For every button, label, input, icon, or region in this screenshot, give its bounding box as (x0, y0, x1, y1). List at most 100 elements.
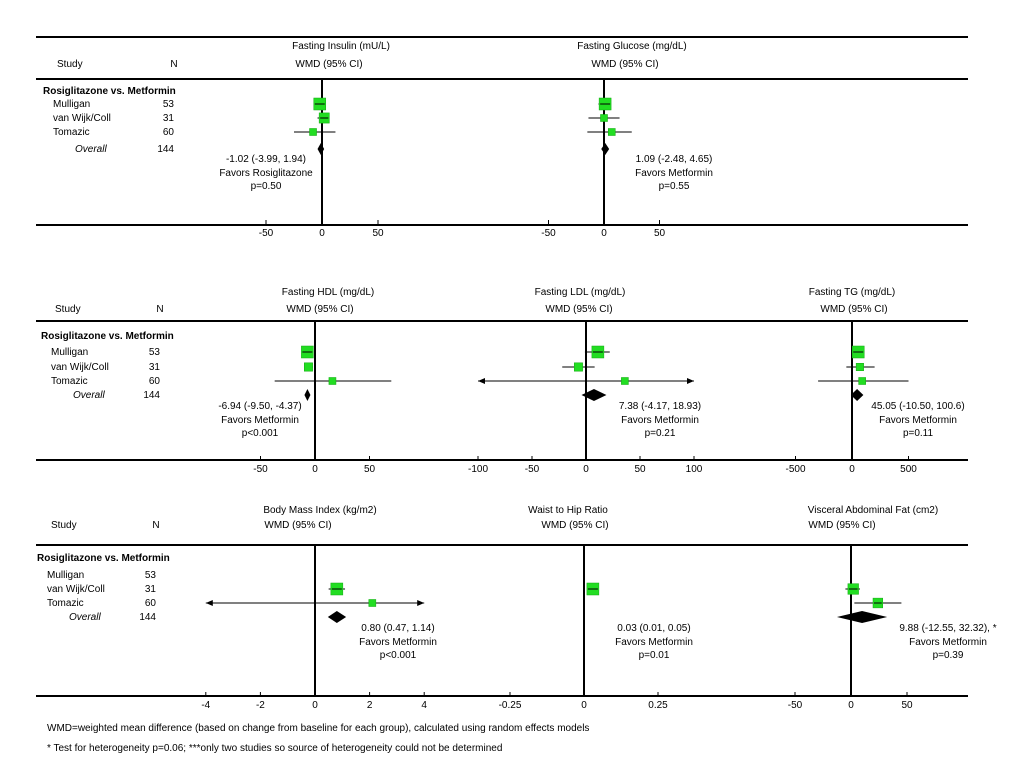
panel-title: Visceral Abdominal Fat (cm2) (808, 505, 938, 516)
study-weight-square (858, 377, 866, 385)
tick-label: 0 (849, 464, 855, 475)
overall-diamond (836, 611, 888, 623)
tick-label: 0 (601, 228, 607, 239)
study-label: Tomazic (53, 127, 90, 138)
overall-n: 144 (143, 390, 160, 401)
summary-estimate: 45.05 (-10.50, 100.6) (871, 401, 964, 412)
tick-label: 50 (372, 228, 384, 239)
ci-arrow-left (478, 378, 485, 384)
ci-arrow-right (417, 600, 425, 606)
study-label: Tomazic (51, 376, 88, 387)
study-label: Mulligan (51, 347, 88, 358)
panel-subtitle: WMD (95% CI) (541, 520, 608, 531)
footnote-wmd: WMD=weighted mean difference (based on c… (47, 723, 590, 734)
summary-favors: Favors Metformin (621, 415, 699, 426)
overall-label: Overall (73, 390, 105, 401)
tick-label: -50 (253, 464, 268, 475)
study-weight-square (600, 114, 608, 122)
summary-estimate: -6.94 (-9.50, -4.37) (218, 401, 301, 412)
study-label: Mulligan (47, 570, 84, 581)
panel-title: Body Mass Index (kg/m2) (263, 505, 376, 516)
overall-n: 144 (157, 144, 174, 155)
comparison-label: Rosiglitazone vs. Metformin (41, 331, 174, 342)
column-header-n: N (170, 59, 177, 70)
summary-favors: Favors Metformin (615, 637, 693, 648)
footnote-heterogeneity: * Test for heterogeneity p=0.06; ***only… (47, 743, 503, 754)
tick-label: -50 (541, 228, 556, 239)
tick-label: 0 (583, 464, 589, 475)
tick-label: 2 (367, 700, 373, 711)
summary-favors: Favors Metformin (879, 415, 957, 426)
summary-p-value: p<0.001 (242, 428, 279, 439)
column-header-study: Study (57, 59, 83, 70)
overall-label: Overall (69, 612, 101, 623)
overall-diamond (304, 389, 311, 401)
panel-subtitle: WMD (95% CI) (295, 59, 362, 70)
summary-p-value: p=0.50 (251, 181, 282, 192)
summary-p-value: p=0.11 (903, 428, 934, 439)
study-label: van Wijk/Coll (47, 584, 105, 595)
tick-label: -0.25 (499, 700, 522, 711)
panel-title: Fasting TG (mg/dL) (809, 287, 896, 298)
summary-estimate: 9.88 (-12.55, 32.32), * (899, 623, 996, 634)
tick-label: 50 (654, 228, 666, 239)
summary-p-value: p=0.21 (645, 428, 676, 439)
study-weight-square (328, 377, 337, 385)
study-n: 31 (149, 362, 161, 373)
tick-label: 500 (900, 464, 917, 475)
column-header-n: N (152, 520, 159, 531)
summary-favors: Favors Metformin (359, 637, 437, 648)
tick-label: 0 (319, 228, 325, 239)
summary-estimate: 1.09 (-2.48, 4.65) (636, 154, 713, 165)
panel-title: Waist to Hip Ratio (528, 505, 608, 516)
column-header-n: N (156, 304, 163, 315)
summary-favors: Favors Metformin (221, 415, 299, 426)
summary-favors: Favors Metformin (909, 637, 987, 648)
tick-label: 4 (421, 700, 427, 711)
study-label: Mulligan (53, 99, 90, 110)
column-header-study: Study (55, 304, 81, 315)
panel-title: Fasting LDL (mg/dL) (535, 287, 626, 298)
ci-arrow-right (687, 378, 694, 384)
overall-diamond (850, 389, 864, 401)
study-weight-square (621, 377, 629, 385)
tick-label: -50 (259, 228, 274, 239)
study-label: van Wijk/Coll (51, 362, 109, 373)
panel-subtitle: WMD (95% CI) (808, 520, 875, 531)
panel-title: Fasting Glucose (mg/dL) (577, 41, 687, 52)
tick-label: 50 (634, 464, 646, 475)
study-label: van Wijk/Coll (53, 113, 111, 124)
tick-label: -2 (256, 700, 265, 711)
tick-label: -4 (201, 700, 210, 711)
study-weight-square (855, 363, 864, 371)
tick-label: 0 (312, 700, 318, 711)
tick-label: 0 (312, 464, 318, 475)
comparison-label: Rosiglitazone vs. Metformin (43, 86, 176, 97)
overall-label: Overall (75, 144, 107, 155)
summary-p-value: p=0.39 (933, 650, 964, 661)
summary-estimate: 0.03 (0.01, 0.05) (617, 623, 690, 634)
study-n: 31 (145, 584, 157, 595)
study-n: 60 (149, 376, 161, 387)
tick-label: 100 (686, 464, 703, 475)
panel-subtitle: WMD (95% CI) (820, 304, 887, 315)
overall-diamond (317, 143, 325, 155)
overall-n: 144 (139, 612, 156, 623)
panel-title: Fasting HDL (mg/dL) (282, 287, 374, 298)
tick-label: 0 (581, 700, 587, 711)
study-n: 53 (149, 347, 161, 358)
tick-label: 50 (901, 700, 913, 711)
panel-title: Fasting Insulin (mU/L) (292, 41, 390, 52)
panel-subtitle: WMD (95% CI) (286, 304, 353, 315)
overall-diamond (581, 389, 607, 401)
summary-estimate: 0.80 (0.47, 1.14) (361, 623, 434, 634)
study-weight-square (607, 128, 616, 136)
summary-p-value: p<0.001 (380, 650, 417, 661)
summary-p-value: p=0.55 (659, 181, 690, 192)
study-n: 53 (163, 99, 175, 110)
study-n: 53 (145, 570, 157, 581)
summary-favors: Favors Rosiglitazone (219, 168, 313, 179)
panel-subtitle: WMD (95% CI) (591, 59, 658, 70)
tick-label: -100 (468, 464, 488, 475)
study-weight-square (368, 599, 377, 607)
